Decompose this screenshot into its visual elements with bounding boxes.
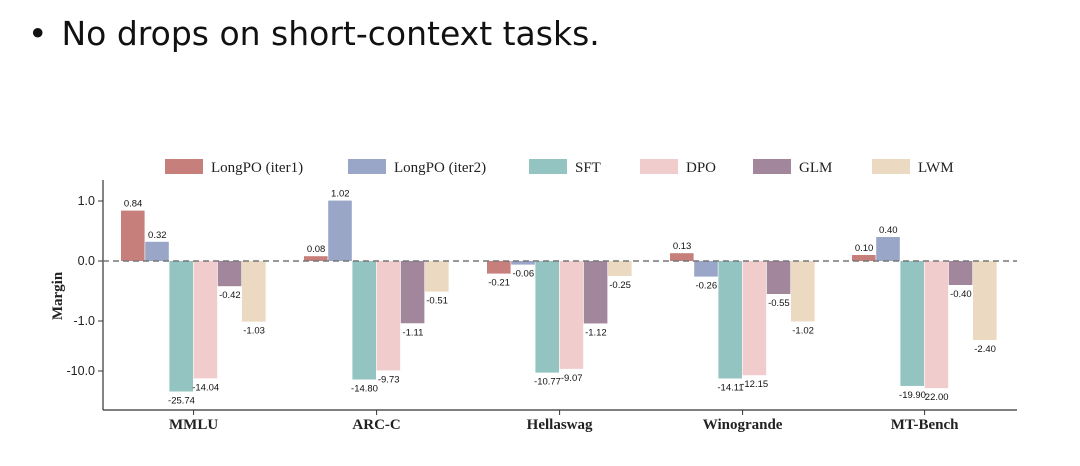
bar-value-label: -14.80 <box>351 384 378 395</box>
y-tick-label: 0.0 <box>78 254 95 268</box>
bar <box>924 261 949 389</box>
bar <box>535 261 559 373</box>
bar-value-label: -10.77 <box>534 377 561 388</box>
bar-value-label: 1.02 <box>331 189 350 200</box>
bar-value-label: -0.42 <box>219 290 241 301</box>
bar <box>694 261 718 277</box>
bar <box>193 261 218 379</box>
legend-label: LongPO (iter1) <box>211 160 303 176</box>
bar-value-label: -0.40 <box>950 289 972 300</box>
legend-label: SFT <box>575 160 601 176</box>
bar-value-label: 0.84 <box>124 199 143 210</box>
bar <box>425 261 449 292</box>
bar <box>718 261 742 379</box>
bar <box>670 253 694 261</box>
legend-swatch <box>165 159 203 174</box>
bar <box>742 261 767 376</box>
bar <box>791 261 815 322</box>
bar-value-label: -1.11 <box>402 327 423 338</box>
bar <box>121 210 145 261</box>
x-tick-label: Winogrande <box>703 417 783 433</box>
bar-value-label: -9.07 <box>561 373 583 384</box>
bar-value-label: 0.10 <box>855 243 874 254</box>
y-ticks: 1.0 0.0 -1.0 -10.0 <box>67 194 103 378</box>
bar-value-label: 0.40 <box>879 225 898 236</box>
bar-value-label: -0.21 <box>488 278 510 289</box>
data-labels: 0.84 0.32 -25.74 -14.04 -0.42 -1.03 0.08 1.02 -1… <box>124 189 996 407</box>
legend-swatch <box>529 159 567 174</box>
bar <box>145 241 169 261</box>
bar-value-label: -2.40 <box>974 344 996 355</box>
slide-heading-text: No drops on short-context tasks. <box>61 14 600 53</box>
bar-value-label: -0.06 <box>512 269 534 280</box>
bar-value-label: 22.00 <box>925 392 949 403</box>
legend-swatch <box>753 159 791 174</box>
bar-value-label: -1.12 <box>585 327 607 338</box>
bullet-marker: • <box>28 14 48 53</box>
bar-value-label: -0.26 <box>695 281 717 292</box>
x-tick-label: Hellaswag <box>527 417 593 433</box>
y-tick-label: 1.0 <box>78 194 95 208</box>
legend-swatch <box>640 159 678 174</box>
legend-label: LWM <box>918 160 954 176</box>
y-axis-label: Margin <box>50 271 66 320</box>
x-tick-label: MMLU <box>169 417 218 433</box>
bar-value-label: -0.55 <box>768 298 790 309</box>
bar <box>217 261 242 287</box>
bar <box>948 261 973 285</box>
legend-label: DPO <box>686 160 716 176</box>
bar-value-label: -1.02 <box>792 325 814 336</box>
bar-value-label: -0.51 <box>426 296 448 307</box>
bar <box>876 237 900 261</box>
bar <box>376 261 401 371</box>
bar-group <box>121 200 997 392</box>
legend-label: LongPO (iter2) <box>394 160 486 176</box>
bar <box>328 200 352 261</box>
bar <box>511 261 535 265</box>
bar-value-label: -14.11 <box>717 382 743 393</box>
bar <box>242 261 266 322</box>
bar <box>487 261 511 274</box>
bar <box>766 261 791 294</box>
bar-value-label: -1.03 <box>243 326 265 337</box>
bar-value-label: -0.25 <box>609 280 631 291</box>
chart-legend: LongPO (iter1) LongPO (iter2) SFT DPO GLM LWM <box>165 159 954 176</box>
bar <box>583 261 608 324</box>
bar <box>852 255 876 261</box>
y-tick-label: -1.0 <box>73 314 95 328</box>
bar-value-label: -25.74 <box>168 396 195 407</box>
slide-bullet: • No drops on short-context tasks. <box>28 14 600 53</box>
bar-value-label: -14.04 <box>192 382 219 393</box>
bar <box>400 261 425 324</box>
bar-value-label: -12.15 <box>741 379 768 390</box>
x-tick-label: MT-Bench <box>891 417 959 433</box>
bar <box>169 261 193 392</box>
bar <box>304 256 328 261</box>
bar <box>559 261 584 369</box>
bar-value-label: -19.90 <box>899 390 926 401</box>
bar-value-label: -9.73 <box>378 374 400 385</box>
bar <box>973 261 997 341</box>
legend-swatch <box>348 159 386 174</box>
y-tick-label: -10.0 <box>67 364 96 378</box>
bar-value-label: 0.08 <box>307 244 326 255</box>
x-tick-label: ARC-C <box>352 417 400 433</box>
bar-value-label: 0.13 <box>673 241 692 252</box>
bar <box>352 261 376 380</box>
legend-swatch <box>872 159 910 174</box>
x-ticks: MMLU ARC-C Hellaswag Winogrande MT-Bench <box>169 410 959 433</box>
bar <box>900 261 924 386</box>
bar-value-label: 0.32 <box>148 230 167 241</box>
bar <box>608 261 632 276</box>
legend-label: GLM <box>799 160 832 176</box>
